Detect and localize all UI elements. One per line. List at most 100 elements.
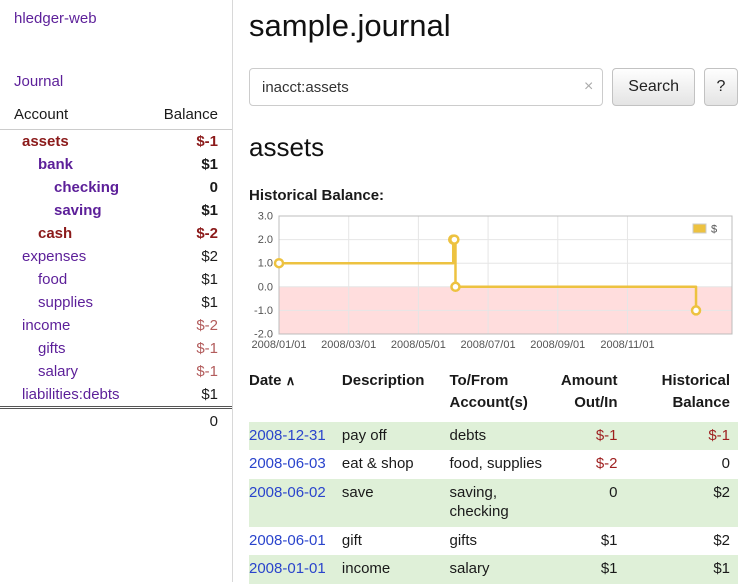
svg-text:2.0: 2.0 xyxy=(258,234,273,246)
accounts-header-balance: Balance xyxy=(147,102,232,130)
transaction-description: gift xyxy=(341,531,362,549)
register-table: Date ∧ Description To/From Account(s) Am… xyxy=(249,368,738,584)
account-row: gifts $-1 xyxy=(0,337,232,360)
account-row: income $-2 xyxy=(0,314,232,337)
register-header-amount: Amount Out/In xyxy=(560,372,618,411)
sidebar-item-journal[interactable]: Journal xyxy=(14,73,64,90)
account-link-food[interactable]: food xyxy=(38,271,68,288)
transaction-date-link[interactable]: 2008-06-02 xyxy=(249,484,326,501)
account-heading: assets xyxy=(249,132,325,162)
accounts-header-account: Account xyxy=(0,102,148,130)
account-row: checking 0 xyxy=(0,176,232,199)
search-field-wrap: × xyxy=(249,68,604,106)
svg-text:$: $ xyxy=(711,224,717,236)
transaction-date-link[interactable]: 2008-06-01 xyxy=(249,531,326,549)
register-row: 2008-12-31 pay off debts $-1 $-1 xyxy=(249,421,738,451)
brand-link[interactable]: hledger-web xyxy=(14,10,97,27)
account-link-expenses[interactable]: expenses xyxy=(22,248,87,265)
svg-text:2008/11/01: 2008/11/01 xyxy=(600,339,654,351)
account-balance: 0 xyxy=(209,179,218,196)
account-balance: $1 xyxy=(201,156,218,173)
svg-text:2008/01/01: 2008/01/01 xyxy=(251,339,306,351)
svg-text:2008/05/01: 2008/05/01 xyxy=(391,339,446,351)
transaction-balance: $2 xyxy=(713,531,730,549)
transaction-accounts: debts xyxy=(449,426,487,444)
transaction-accounts: food, supplies xyxy=(449,455,543,473)
register-header-balance: Historical Balance xyxy=(661,372,730,411)
account-balance: $-2 xyxy=(196,317,218,334)
account-balance: $-2 xyxy=(196,225,218,242)
account-balance: $-1 xyxy=(196,340,218,357)
account-balance: $-1 xyxy=(196,133,218,150)
register-header-date-label: Date xyxy=(249,372,282,389)
transaction-date-link[interactable]: 2008-12-31 xyxy=(249,426,326,444)
transaction-amount: 0 xyxy=(609,484,618,501)
svg-text:-2.0: -2.0 xyxy=(254,329,273,341)
account-balance: $1 xyxy=(201,294,218,311)
svg-text:2008/07/01: 2008/07/01 xyxy=(461,339,516,351)
account-link-checking[interactable]: checking xyxy=(54,179,120,196)
transaction-balance: 0 xyxy=(721,455,730,473)
transaction-description: eat & shop xyxy=(341,455,414,473)
account-link-bank[interactable]: bank xyxy=(38,156,74,173)
transaction-accounts: saving, checking xyxy=(449,484,509,520)
account-link-assets[interactable]: assets xyxy=(22,133,69,150)
account-balance: $1 xyxy=(201,202,218,219)
account-link-cash[interactable]: cash xyxy=(38,225,73,242)
page-title: sample.journal xyxy=(249,8,451,43)
svg-text:1.0: 1.0 xyxy=(258,258,273,270)
account-link-income[interactable]: income xyxy=(22,317,71,334)
help-button[interactable]: ? xyxy=(704,68,738,106)
transaction-balance: $2 xyxy=(713,484,730,501)
account-balance: $1 xyxy=(201,271,218,288)
account-row: liabilities:debts $1 xyxy=(0,383,232,408)
svg-text:2008/03/01: 2008/03/01 xyxy=(321,339,376,351)
transaction-amount: $-1 xyxy=(595,426,618,444)
svg-text:-1.0: -1.0 xyxy=(254,305,273,317)
account-link-salary[interactable]: salary xyxy=(38,363,79,380)
account-link-gifts[interactable]: gifts xyxy=(38,340,66,357)
account-balance: $2 xyxy=(201,248,218,265)
accounts-header-row: Account Balance xyxy=(0,102,232,130)
account-link-supplies[interactable]: supplies xyxy=(38,294,94,311)
transaction-amount: $-2 xyxy=(595,455,618,473)
account-link-liabilities-debts[interactable]: liabilities:debts xyxy=(22,386,120,403)
account-row: bank $1 xyxy=(0,153,232,176)
chart-title: Historical Balance: xyxy=(249,187,385,204)
account-row: supplies $1 xyxy=(0,291,232,314)
sidebar: hledger-web Journal Account Balance asse… xyxy=(0,0,233,582)
transaction-date-link[interactable]: 2008-06-03 xyxy=(249,455,326,473)
register-row: 2008-06-01 gift gifts $1 $2 xyxy=(249,527,738,556)
transaction-amount: $1 xyxy=(600,560,618,578)
search-button[interactable]: Search xyxy=(612,68,695,106)
transaction-balance: $-1 xyxy=(708,426,730,444)
transaction-balance: $1 xyxy=(713,560,730,578)
accounts-total-balance: 0 xyxy=(147,406,232,433)
svg-text:0.0: 0.0 xyxy=(258,281,273,293)
clear-search-icon[interactable]: × xyxy=(583,78,594,95)
register-header-accounts: To/From Account(s) xyxy=(449,372,528,411)
account-row: salary $-1 xyxy=(0,360,232,383)
search-input[interactable] xyxy=(249,68,604,106)
account-balance: $-1 xyxy=(196,363,218,380)
transaction-description: pay off xyxy=(341,426,387,444)
register-header-date[interactable]: Date ∧ xyxy=(249,368,342,422)
transaction-date-link[interactable]: 2008-01-01 xyxy=(249,560,326,578)
main-content: sample.journal × Search ? assets Histori… xyxy=(233,0,742,584)
svg-text:2008/09/01: 2008/09/01 xyxy=(530,339,585,351)
register-header-description: Description xyxy=(341,372,425,389)
account-link-saving[interactable]: saving xyxy=(54,202,102,219)
account-balance: $1 xyxy=(201,386,218,403)
account-row: assets $-1 xyxy=(0,130,232,154)
accounts-total-row: 0 xyxy=(0,406,232,433)
register-header-row: Date ∧ Description To/From Account(s) Am… xyxy=(249,368,738,422)
transaction-description: income xyxy=(341,560,391,578)
search-bar: × Search ? xyxy=(249,68,738,106)
account-row: food $1 xyxy=(0,268,232,291)
register-row: 2008-06-02 save saving, checking 0 $2 xyxy=(249,479,738,527)
account-row: cash $-2 xyxy=(0,222,232,245)
accounts-table: Account Balance assets $-1 bank $1 check… xyxy=(0,102,232,433)
transaction-amount: $1 xyxy=(600,531,618,549)
account-row: expenses $2 xyxy=(0,245,232,268)
